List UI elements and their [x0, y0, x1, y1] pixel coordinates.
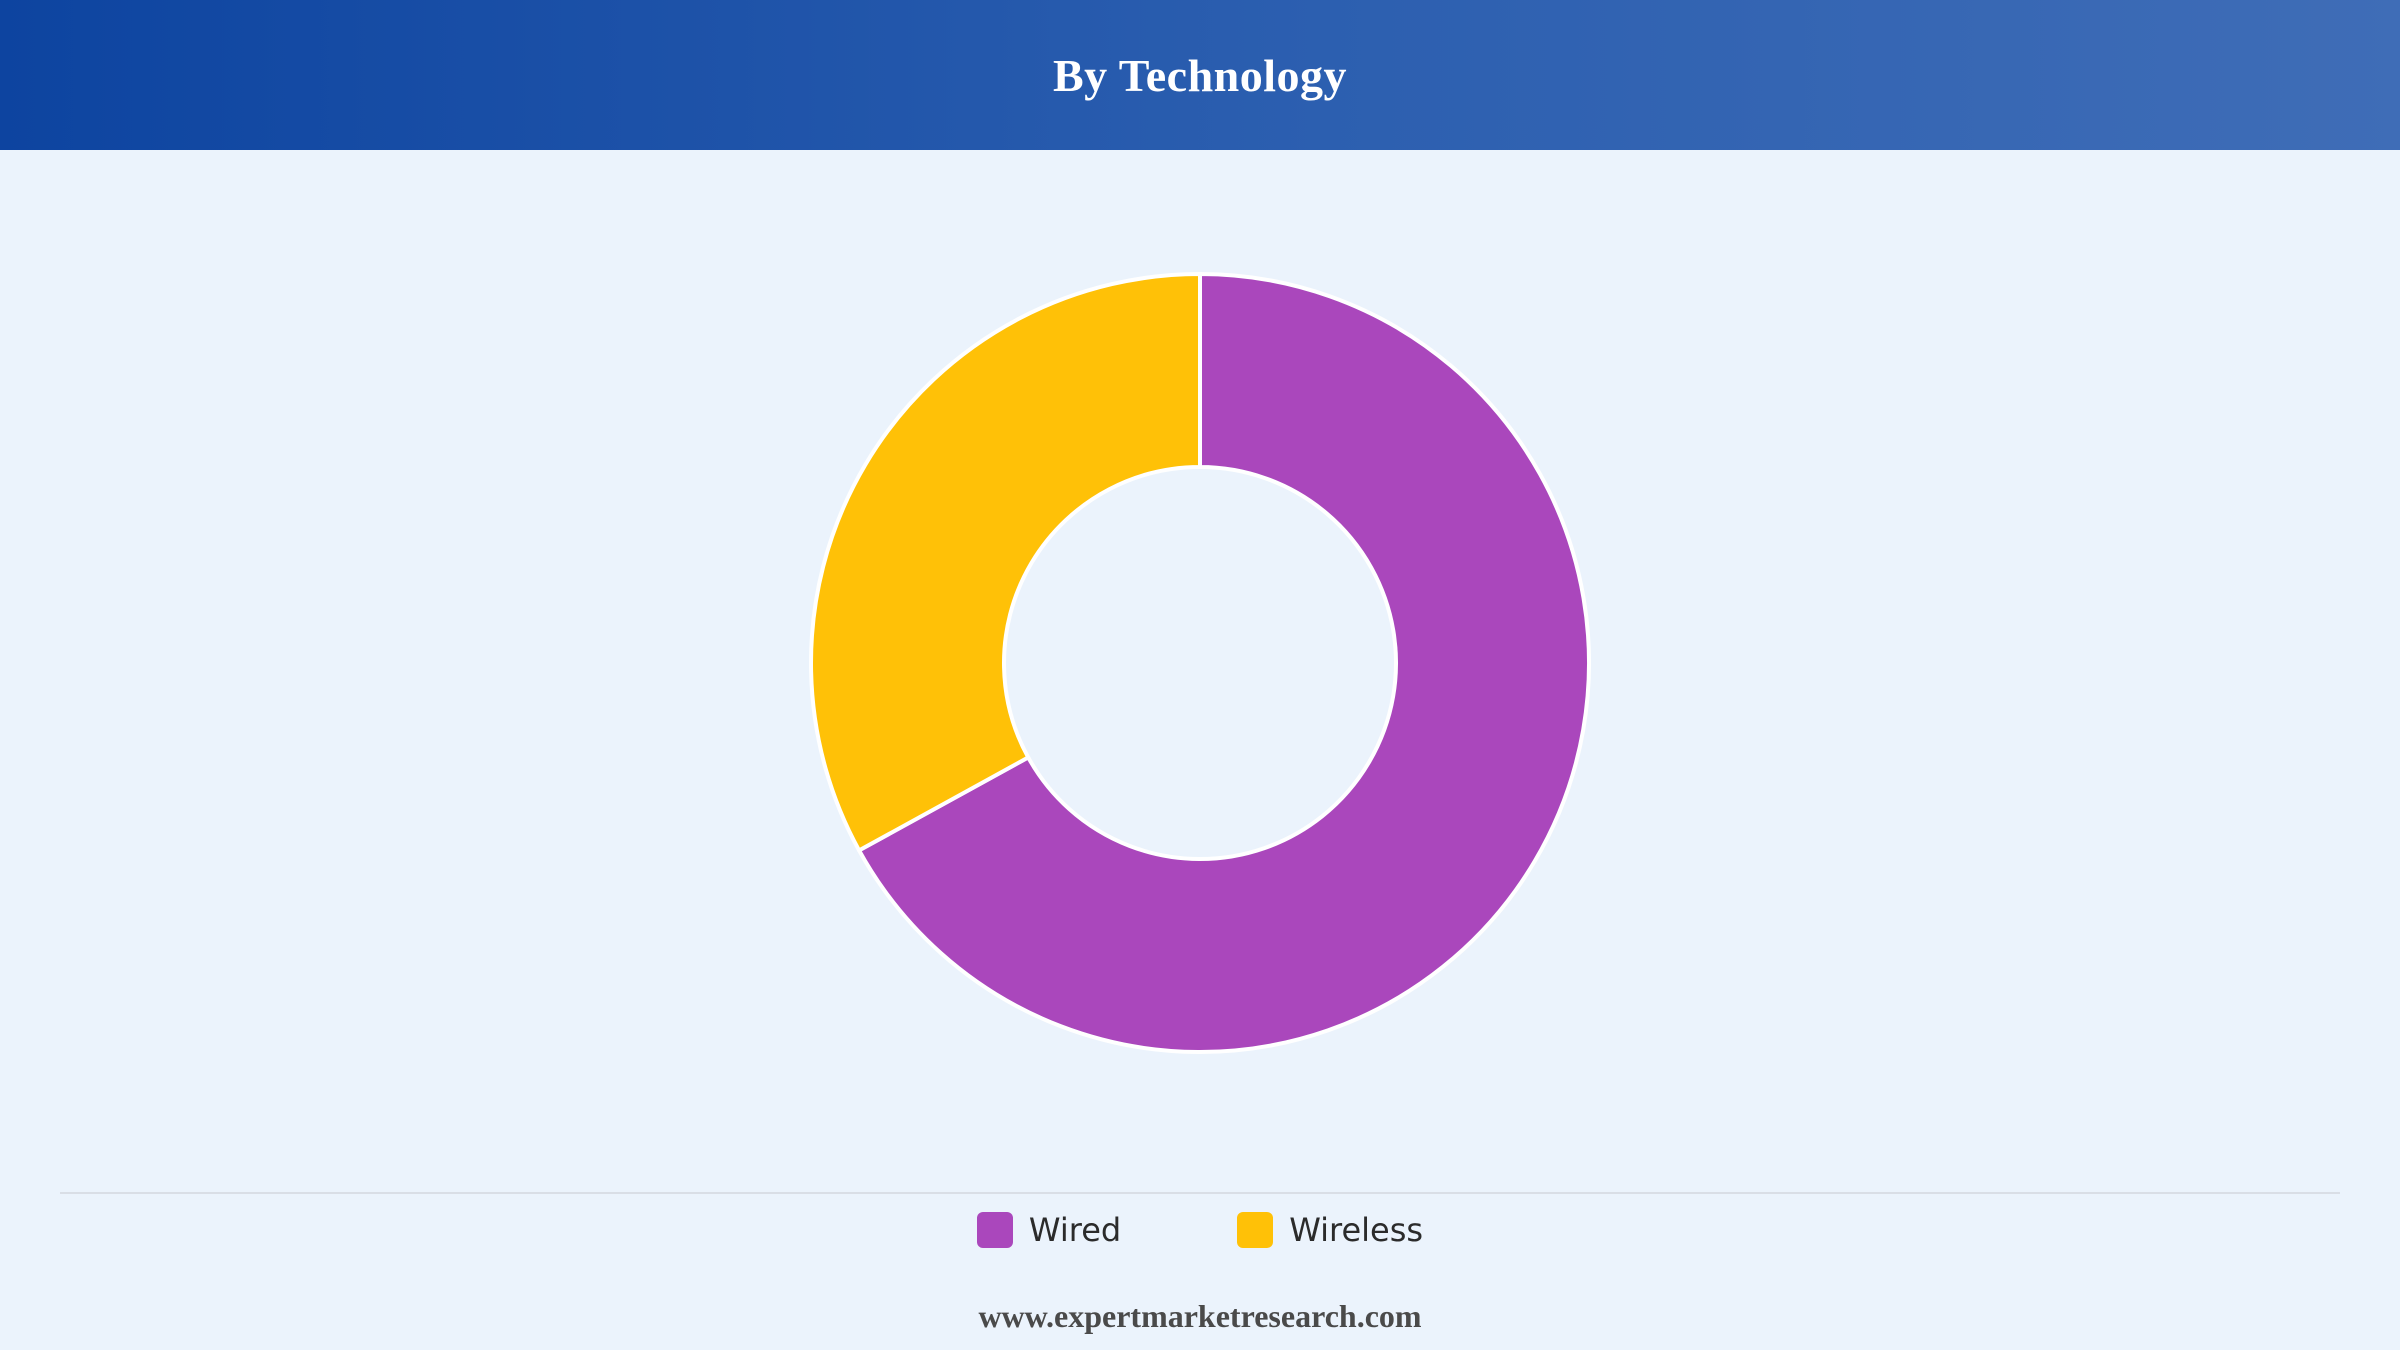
donut-slice-wired[interactable] [857, 272, 1591, 1054]
legend-label-wireless: Wireless [1289, 1211, 1424, 1249]
legend-item-wired[interactable]: Wired [976, 1211, 1122, 1249]
chart-header: By Technology [0, 0, 2400, 150]
legend-item-wireless[interactable]: Wireless [1237, 1211, 1423, 1249]
legend-label-wired: Wired [1028, 1211, 1122, 1249]
legend-swatch-wired [976, 1212, 1013, 1248]
source-watermark: www.expertmarketresearch.com [978, 1298, 1422, 1334]
legend-swatch-wireless [1237, 1212, 1274, 1248]
chart-legend: Wired Wireless [0, 1208, 2400, 1252]
legend-divider [60, 1192, 2340, 1194]
donut-slices [809, 272, 1591, 1054]
chart-title: By Technology [1052, 49, 1348, 101]
donut-slice-wireless[interactable] [809, 272, 1202, 853]
